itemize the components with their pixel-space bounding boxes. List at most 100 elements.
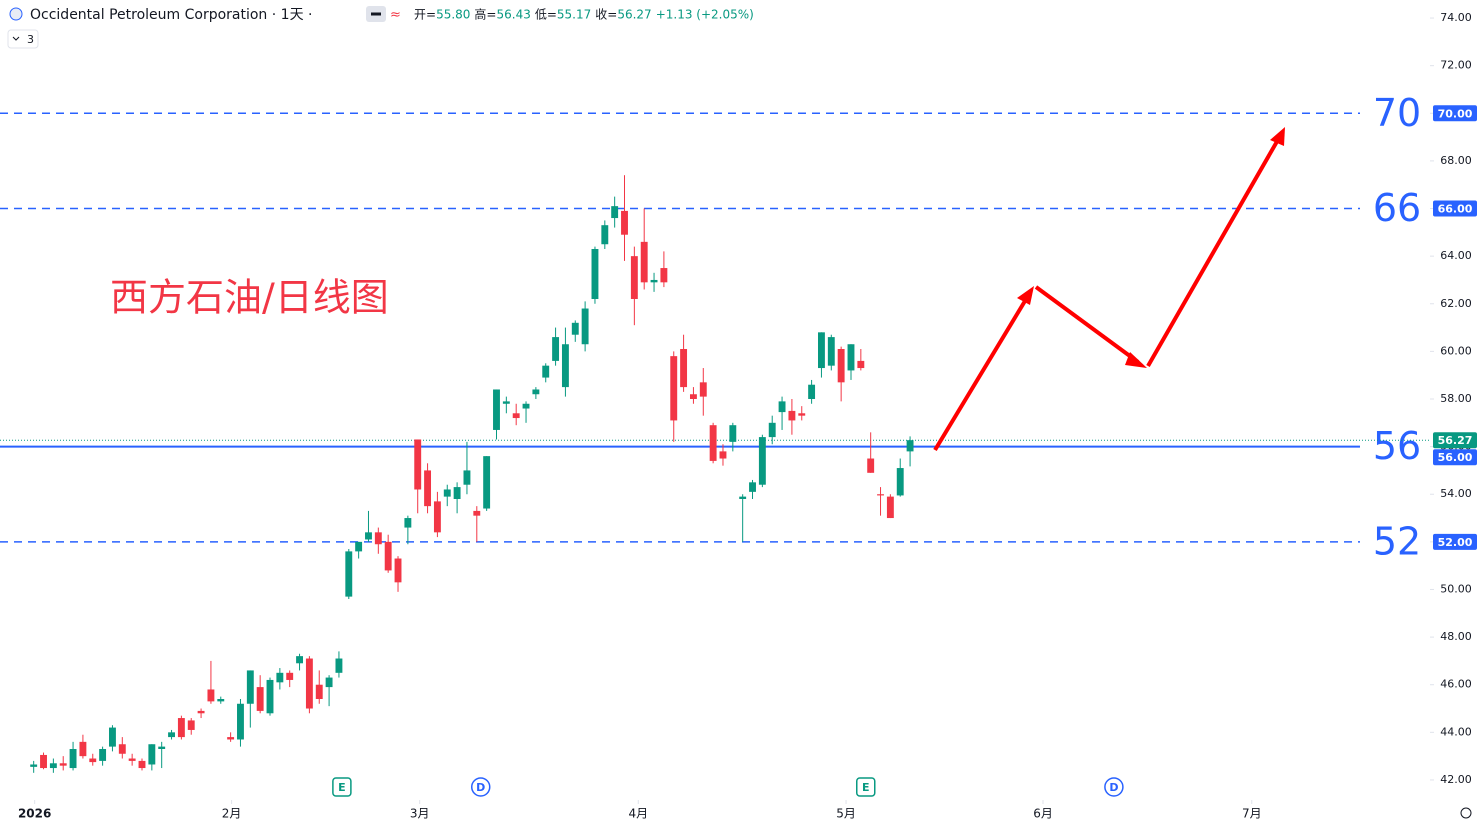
ohlc-label: 低= <box>535 8 557 22</box>
indicators-count: 3 <box>27 33 34 46</box>
event-marker[interactable] <box>332 777 352 797</box>
ohlc-label: 开= <box>414 8 436 22</box>
candle-body <box>561 344 569 388</box>
y-tick-label: 48.00 <box>1440 630 1472 643</box>
candle-body <box>325 677 333 688</box>
event-label: E <box>862 781 870 794</box>
level-label: 56 <box>1373 424 1421 468</box>
forecast-arrows <box>933 127 1285 452</box>
event-marker[interactable] <box>470 777 491 797</box>
price-tag-label: 70.00 <box>1438 107 1473 120</box>
ohlc-value: 56.43 <box>496 8 530 22</box>
symbol-title[interactable]: Occidental Petroleum Corporation · 1天 · <box>30 7 312 23</box>
candle-body <box>630 256 638 299</box>
compare-icon[interactable]: ≈ <box>390 8 401 23</box>
indicators-toggle[interactable] <box>7 29 39 49</box>
candle-body <box>719 451 727 459</box>
candle-body <box>650 279 658 283</box>
y-tick-label: 42.00 <box>1440 773 1472 786</box>
candle-body <box>611 206 619 219</box>
candle-body <box>640 241 648 283</box>
candle-body <box>30 764 38 767</box>
price-tag <box>1433 105 1477 122</box>
settings-button[interactable] <box>1460 807 1472 819</box>
candle-body <box>670 356 678 421</box>
hide-icon <box>371 12 381 16</box>
price-tag <box>1433 200 1477 217</box>
y-tick-label: 58.00 <box>1440 392 1472 405</box>
price-tag-label: 52.00 <box>1438 536 1473 549</box>
candle-body <box>197 710 205 714</box>
candle-body <box>59 763 67 766</box>
x-tick-label: 6月 <box>1033 807 1053 821</box>
x-tick-label: 5月 <box>836 807 856 821</box>
candle-body <box>335 658 343 673</box>
arrow-head <box>1125 352 1147 368</box>
y-tick-label: 68.00 <box>1440 154 1472 167</box>
candle-body <box>384 541 392 571</box>
y-tick-label: 50.00 <box>1440 582 1472 595</box>
candle-body <box>660 268 668 283</box>
x-tick-label: 4月 <box>628 807 648 821</box>
candle-body <box>237 703 244 740</box>
candle-body <box>552 337 560 361</box>
event-marker[interactable] <box>1104 777 1124 797</box>
x-tick-label: 3月 <box>410 807 430 821</box>
candle-body <box>749 482 756 492</box>
candle-body <box>512 413 520 419</box>
candle-body <box>709 425 717 461</box>
candle-body <box>621 210 628 235</box>
ohlc-bar: 开= 55.80 高= 56.43 低= 55.17 收= 56.27 +1.13 (+2.05… <box>414 7 754 22</box>
candle-body <box>345 551 353 597</box>
candle-body <box>522 403 530 409</box>
symbol-icon <box>9 7 23 21</box>
candle-body <box>473 510 481 516</box>
candle-body <box>778 401 786 413</box>
candle-body <box>99 749 107 761</box>
arrow-line <box>1034 285 1140 364</box>
candle-body <box>374 532 382 545</box>
candle-body <box>217 699 225 702</box>
y-tick-label: 62.00 <box>1440 297 1472 310</box>
arrow-head <box>1270 127 1285 146</box>
candle-body <box>867 458 875 473</box>
candle-body <box>256 687 264 711</box>
candle-body <box>502 401 510 404</box>
candle-body <box>758 437 766 485</box>
ohlc-label: 高= <box>474 7 496 22</box>
candle-body <box>788 410 796 421</box>
candle-body <box>138 760 146 769</box>
event-label: E <box>338 781 346 794</box>
candle-body <box>365 532 372 540</box>
ohlc-value: 55.80 <box>436 8 470 22</box>
candle-body <box>739 496 747 499</box>
candle-body <box>69 749 77 769</box>
candle-body <box>109 727 116 747</box>
candle-body <box>591 249 599 299</box>
candle-body <box>168 732 175 738</box>
level-label: 70 <box>1373 91 1421 135</box>
candle-body <box>246 670 254 704</box>
plot-area: 42.00 44.00 46.00 48.00 50.00 52.00 54.00 56.00… <box>0 11 1477 821</box>
candle-body <box>128 758 136 761</box>
arrow-head <box>1017 286 1034 305</box>
candle-body <box>424 470 432 507</box>
candle-body <box>177 718 185 738</box>
candle-body <box>818 332 825 369</box>
candle-body <box>187 720 195 730</box>
candle-body <box>532 389 540 395</box>
candle-body <box>266 679 274 714</box>
event-label: D <box>476 781 485 794</box>
candle-body <box>877 494 884 496</box>
candle-body <box>808 384 816 399</box>
event-marker[interactable] <box>856 777 876 797</box>
ohlc-value: 55.17 <box>557 8 591 22</box>
candle-body <box>158 746 166 749</box>
candle-body <box>847 344 855 371</box>
candle-body <box>433 501 441 533</box>
candle-body <box>148 744 156 765</box>
y-tick-label: 74.00 <box>1440 11 1472 24</box>
arrow-line <box>933 294 1030 452</box>
candle-body <box>394 558 402 583</box>
